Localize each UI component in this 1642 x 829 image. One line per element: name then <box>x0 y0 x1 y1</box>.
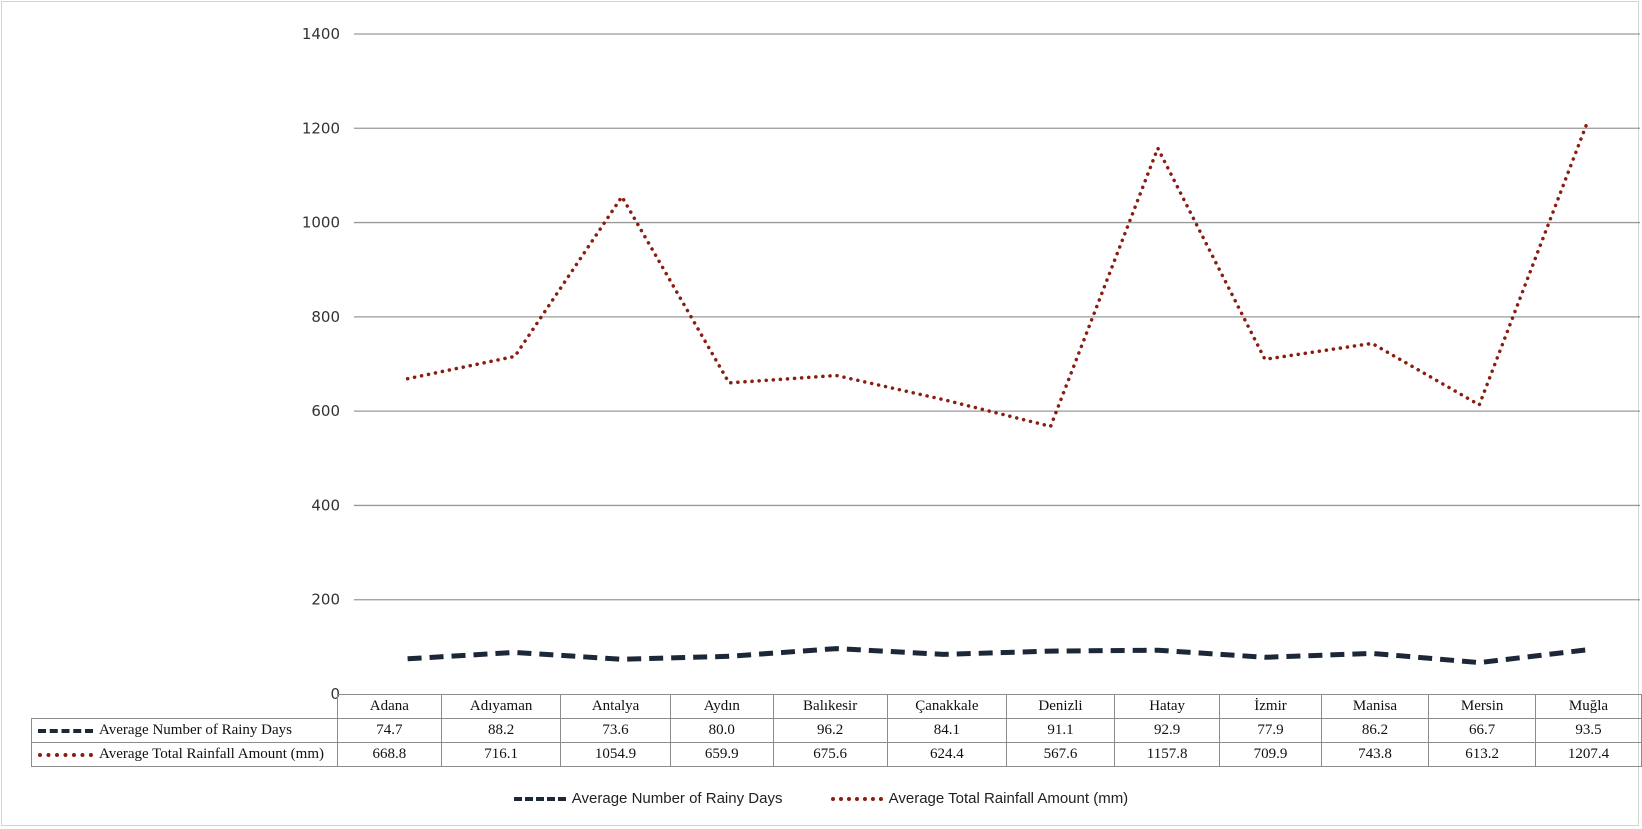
table-header-row: Adana Adıyaman Antalya Aydın Balıkesir Ç… <box>31 694 1642 719</box>
value-cell: 74.7 <box>336 718 443 743</box>
category-cell: Aydın <box>669 694 774 719</box>
data-table: Adana Adıyaman Antalya Aydın Balıkesir Ç… <box>31 694 1642 767</box>
legend-item-rainy-days: Average Number of Rainy Days <box>513 790 783 807</box>
table-row-rainy-days: Average Number of Rainy Days 74.7 88.2 7… <box>31 718 1642 743</box>
y-tick-label: 1400 <box>302 25 340 43</box>
legend-label: Average Total Rainfall Amount (mm) <box>888 790 1129 807</box>
category-cell: Balıkesir <box>772 694 888 719</box>
value-cell: 567.6 <box>1006 742 1115 767</box>
row-label-rainfall: Average Total Rainfall Amount (mm) <box>31 742 338 767</box>
y-tick-label: 800 <box>311 308 340 326</box>
value-cell: 743.8 <box>1320 742 1430 767</box>
value-cell: 77.9 <box>1219 718 1322 743</box>
category-cell: Muğla <box>1535 694 1642 719</box>
value-cell: 73.6 <box>560 718 671 743</box>
legend-item-rainfall: Average Total Rainfall Amount (mm) <box>830 790 1129 807</box>
value-cell: 613.2 <box>1428 742 1536 767</box>
value-cell: 1157.8 <box>1113 742 1221 767</box>
dotted-line-legend-icon <box>830 797 883 802</box>
table-row-rainfall: Average Total Rainfall Amount (mm) 668.8… <box>31 742 1642 767</box>
y-tick-label: 1200 <box>302 119 340 137</box>
value-cell: 88.2 <box>441 718 562 743</box>
value-cell: 1207.4 <box>1535 742 1642 767</box>
value-cell: 675.6 <box>772 742 888 767</box>
category-cell: Adana <box>336 694 443 719</box>
value-cell: 96.2 <box>772 718 888 743</box>
value-cell: 91.1 <box>1006 718 1115 743</box>
category-cell: Antalya <box>560 694 671 719</box>
value-cell: 93.5 <box>1535 718 1642 743</box>
category-cell: İzmir <box>1219 694 1322 719</box>
value-cell: 1054.9 <box>560 742 671 767</box>
value-cell: 92.9 <box>1113 718 1221 743</box>
y-tick-label: 200 <box>311 591 340 609</box>
rainfall-line <box>405 123 1589 429</box>
category-cell: Hatay <box>1113 694 1221 719</box>
value-cell: 716.1 <box>441 742 562 767</box>
value-cell: 84.1 <box>886 718 1008 743</box>
row-label-rainy-days: Average Number of Rainy Days <box>31 718 338 743</box>
value-cell: 80.0 <box>669 718 774 743</box>
series-name: Average Number of Rainy Days <box>99 722 292 738</box>
category-cell: Çanakkale <box>886 694 1008 719</box>
value-cell: 624.4 <box>886 742 1008 767</box>
category-cell: Manisa <box>1320 694 1430 719</box>
value-cell: 86.2 <box>1320 718 1430 743</box>
value-cell: 659.9 <box>669 742 774 767</box>
rainy-days-line <box>407 646 1587 666</box>
value-cell: 66.7 <box>1428 718 1536 743</box>
dashed-line-legend-icon <box>513 797 566 802</box>
y-tick-label: 1000 <box>302 214 340 232</box>
dotted-line-key-icon <box>38 752 93 757</box>
legend: Average Number of Rainy Days Average Tot… <box>0 790 1642 807</box>
value-cell: 709.9 <box>1219 742 1322 767</box>
y-tick-label: 400 <box>311 496 340 514</box>
category-cell: Denizli <box>1006 694 1115 719</box>
y-tick-label: 600 <box>311 402 340 420</box>
table-corner <box>31 694 338 719</box>
dashed-line-key-icon <box>38 728 93 733</box>
y-tick-label: 0 <box>330 685 340 703</box>
category-cell: Adıyaman <box>441 694 562 719</box>
series-name: Average Total Rainfall Amount (mm) <box>99 746 325 762</box>
category-cell: Mersin <box>1428 694 1536 719</box>
legend-label: Average Number of Rainy Days <box>571 790 783 807</box>
value-cell: 668.8 <box>336 742 443 767</box>
